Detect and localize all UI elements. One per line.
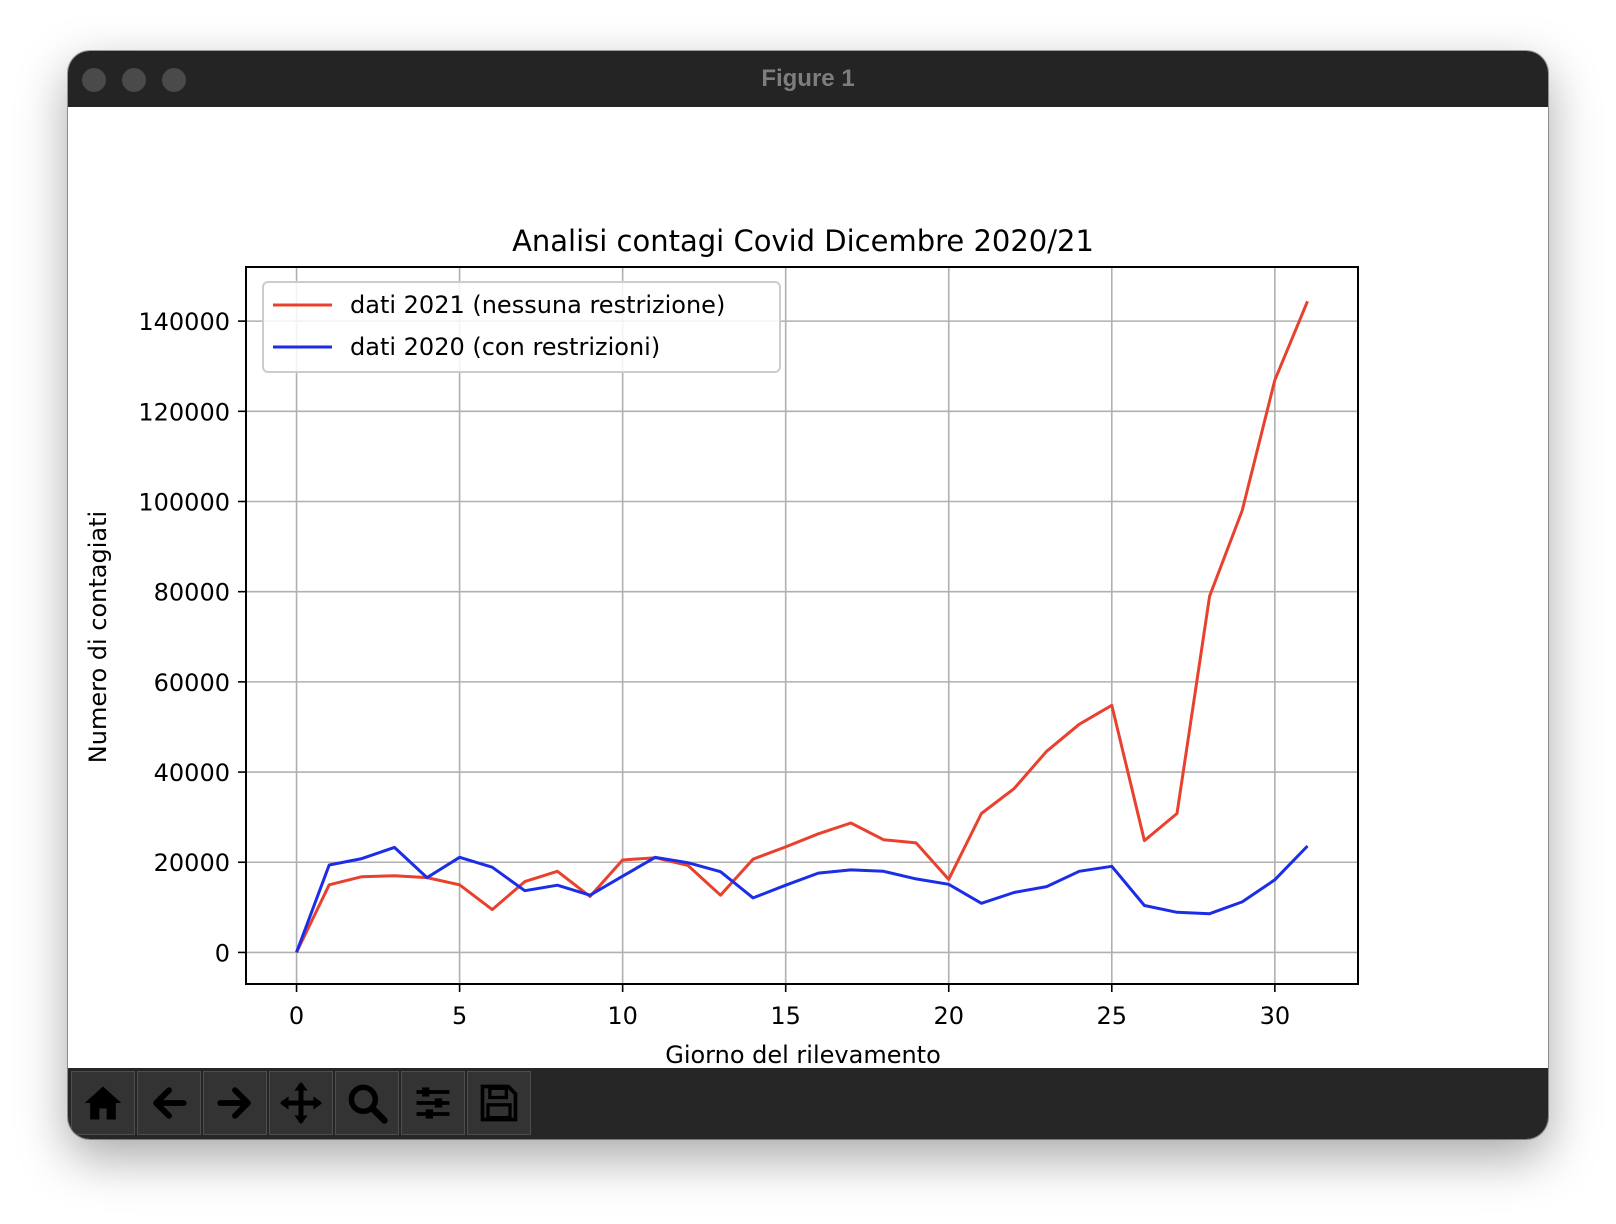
zoom-magnifier-icon	[348, 1084, 388, 1124]
window-title: Figure 1	[761, 65, 855, 92]
forward-arrow-icon	[217, 1087, 251, 1119]
figure-window: Figure 1 0 5 10 15 20 25 30 0 20000 40000 60000 80…	[68, 51, 1548, 1139]
plot-area-frame	[245, 266, 1359, 985]
save-floppy-icon	[480, 1084, 518, 1122]
x-tick-label: 15	[770, 1002, 801, 1030]
grid-lines	[246, 267, 1358, 984]
legend-label-2021: dati 2021 (nessuna restrizione)	[350, 291, 725, 319]
x-axis-label: Giorno del rilevamento	[665, 1041, 941, 1068]
close-window-button[interactable]	[82, 68, 106, 92]
home-button[interactable]	[71, 1071, 135, 1135]
x-tick-label: 0	[289, 1002, 304, 1030]
legend-box	[262, 281, 781, 373]
forward-button[interactable]	[203, 1071, 267, 1135]
back-button[interactable]	[137, 1071, 201, 1135]
minimize-window-button[interactable]	[122, 68, 146, 92]
y-axis-label: Numero di contagiati	[84, 511, 112, 763]
x-tick-label: 25	[1097, 1002, 1128, 1030]
series-layer	[295, 300, 1309, 954]
pan-button[interactable]	[269, 1071, 333, 1135]
configure-subplots-button[interactable]	[401, 1071, 465, 1135]
save-button[interactable]	[467, 1071, 531, 1135]
zoom-button[interactable]	[335, 1071, 399, 1135]
line-chart: 0 5 10 15 20 25 30 0 20000 40000 60000 80000 100000…	[84, 224, 1359, 1069]
chart-title: Analisi contagi Covid Dicembre 2020/21	[512, 224, 1094, 258]
title-bar: Figure 1	[68, 51, 1548, 107]
pan-move-icon	[279, 1081, 323, 1125]
navigation-toolbar	[68, 1068, 1548, 1139]
y-tick-label: 0	[215, 939, 230, 967]
series-line-2021	[295, 300, 1309, 954]
y-tick-label: 40000	[154, 759, 230, 787]
legend-label-2020: dati 2020 (con restrizioni)	[350, 333, 660, 361]
x-axis-ticks: 0 5 10 15 20 25 30	[289, 984, 1290, 1030]
configure-subplots-icon	[416, 1087, 450, 1119]
x-tick-label: 30	[1260, 1002, 1291, 1030]
y-tick-label: 140000	[138, 308, 230, 336]
y-axis-ticks: 0 20000 40000 60000 80000 100000 120000 140000	[138, 308, 246, 967]
y-tick-label: 80000	[154, 579, 230, 607]
y-tick-label: 120000	[138, 398, 230, 426]
legend: dati 2021 (nessuna restrizione) dati 202…	[262, 281, 781, 373]
home-icon	[84, 1086, 122, 1120]
x-tick-label: 10	[607, 1002, 638, 1030]
back-arrow-icon	[153, 1087, 187, 1119]
x-tick-label: 5	[452, 1002, 467, 1030]
figure-canvas[interactable]: 0 5 10 15 20 25 30 0 20000 40000 60000 80000 100000…	[68, 107, 1548, 1069]
y-tick-label: 60000	[154, 669, 230, 697]
zoom-window-button[interactable]	[162, 68, 186, 92]
y-tick-label: 20000	[154, 849, 230, 877]
series-line-2020	[295, 844, 1309, 953]
x-tick-label: 20	[933, 1002, 964, 1030]
y-tick-label: 100000	[138, 488, 230, 516]
